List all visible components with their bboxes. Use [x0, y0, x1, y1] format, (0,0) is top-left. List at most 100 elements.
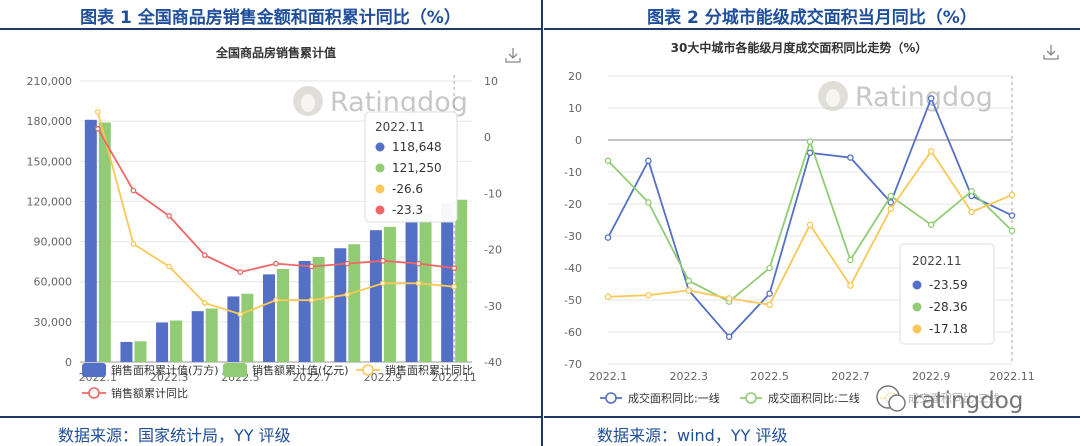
- legend-label: 销售额累计同比: [111, 386, 188, 400]
- line-point: [380, 257, 386, 264]
- right-figure-title: 图表 2 分城市能级成交面积当月同比（%）: [647, 8, 977, 28]
- line-point: [451, 265, 458, 271]
- y-right-tick-label: -20: [484, 244, 502, 257]
- legend-label: 成交面积同比:二线: [768, 391, 860, 405]
- bar-amount: [98, 122, 111, 362]
- line-point: [308, 297, 315, 304]
- line-point: [344, 260, 351, 267]
- left-panel: 图表 1 全国商品房销售金额和面积累计同比（%） 全国商品房销售累计值 0 30,0…: [0, 8, 541, 445]
- tooltip-value: -17.18: [929, 322, 968, 336]
- line-point: [130, 187, 137, 194]
- bar-amount: [419, 212, 432, 362]
- y-left-tick-label: 180,000: [27, 115, 73, 128]
- panel-divider: [541, 0, 543, 446]
- bar-area: [156, 322, 169, 362]
- tooltip-title: 2022.11: [375, 120, 425, 134]
- bar-area: [120, 341, 133, 362]
- right-source: 数据来源：wind，YY 评级: [597, 426, 788, 445]
- tooltip-box: [899, 243, 995, 345]
- line-point: [645, 157, 652, 165]
- bar-area: [227, 296, 240, 362]
- line-point: [927, 221, 935, 229]
- line-point: [806, 149, 814, 157]
- y-tick-label: -60: [564, 326, 582, 339]
- line-point: [766, 290, 773, 297]
- left-top-rule: [0, 28, 541, 30]
- line-point: [766, 301, 773, 309]
- y-right-tick-label: 0: [484, 131, 491, 144]
- legend-label: 销售面积累计值(万方): [111, 363, 219, 377]
- line-point: [415, 260, 422, 267]
- download-icon: [505, 48, 521, 63]
- y-left-tick-label: 210,000: [27, 75, 73, 88]
- bar-area: [191, 311, 204, 362]
- bar-area: [441, 203, 454, 362]
- watermark-text: Ratingdog: [855, 82, 993, 113]
- line-point: [166, 213, 172, 219]
- line-point: [927, 95, 935, 102]
- legend-line-marker: [605, 392, 617, 404]
- x-tick-label: 2022.3: [150, 371, 189, 384]
- right-chart: 30大中城市各能级月度成交面积同比走势（%） 20 10 0 -10 -20 -30 -40 -…: [564, 40, 1078, 415]
- y-tick-label: -40: [564, 262, 582, 275]
- line-point: [847, 154, 854, 161]
- tooltip-box: [364, 111, 458, 223]
- line-point: [237, 269, 244, 275]
- tooltip-value: 121,250: [392, 161, 442, 175]
- bar-amount: [383, 226, 396, 362]
- y-tick-label: 20: [568, 70, 582, 83]
- left-chart: 全国商品房销售累计值 0 30,000 60,000 90,000 120,000 150,…: [27, 45, 521, 400]
- left-figure-title: 图表 1 全国商品房销售金额和面积累计同比（%）: [80, 8, 461, 28]
- watermark-logo: Ratingdog: [818, 81, 993, 113]
- tooltip-marker: [375, 142, 385, 152]
- y-right-tick-label: -10: [484, 187, 502, 200]
- y-tick-label: -50: [564, 294, 582, 307]
- y-left-tick-label: 150,000: [27, 155, 73, 168]
- line-point: [273, 260, 279, 267]
- line-point: [604, 293, 612, 301]
- y-tick-label: 10: [568, 102, 582, 115]
- tooltip-marker: [912, 302, 922, 312]
- bar-amount: [134, 341, 147, 362]
- line-point: [237, 311, 244, 318]
- line-point: [451, 283, 458, 290]
- tooltip: 2022.11 -23.59 -28.36 -17.18: [899, 243, 995, 345]
- line-point: [1008, 227, 1016, 235]
- x-tick-label: 2022.3: [670, 370, 709, 383]
- line-point: [201, 252, 208, 259]
- chart-title: 全国商品房销售累计值: [215, 45, 336, 60]
- line-point: [685, 287, 693, 294]
- download-icon-path: [1043, 45, 1059, 60]
- x-tick-label: 2022.9: [912, 370, 951, 383]
- line-point: [380, 280, 386, 287]
- line-point: [725, 333, 733, 341]
- tooltip-marker: [912, 324, 922, 334]
- line-point: [685, 277, 693, 285]
- y-left-tick-label: 30,000: [34, 316, 73, 329]
- tooltip-value: -28.36: [929, 300, 968, 314]
- line-point: [725, 295, 733, 302]
- legend-label: 销售额累计值(亿元): [252, 363, 349, 377]
- line-point: [806, 221, 814, 229]
- y-left-tick-label: 60,000: [34, 276, 73, 289]
- bar-amount: [170, 320, 183, 362]
- line-point: [887, 192, 895, 200]
- tooltip-marker: [375, 184, 385, 194]
- wechat-icon-bubble: [888, 394, 906, 412]
- right-top-rule: [544, 28, 1080, 30]
- tooltip-marker: [375, 205, 385, 215]
- tooltip-value: -26.6: [392, 182, 423, 196]
- bar-amount: [455, 199, 468, 362]
- bar-area: [405, 216, 418, 362]
- x-tick-label: 2022.11: [431, 371, 477, 384]
- y-left-tick-label: 90,000: [34, 236, 73, 249]
- line-point: [308, 263, 315, 270]
- watermark-dog-face: [301, 94, 315, 112]
- bar-amount: [348, 244, 361, 362]
- legend-label: 销售面积累计同比: [385, 363, 473, 377]
- download-icon-path: [505, 48, 521, 63]
- tooltip-marker: [375, 163, 385, 173]
- tooltip-value: -23.59: [929, 278, 968, 292]
- x-tick-label: 2022.5: [750, 370, 789, 383]
- line-point: [887, 199, 895, 206]
